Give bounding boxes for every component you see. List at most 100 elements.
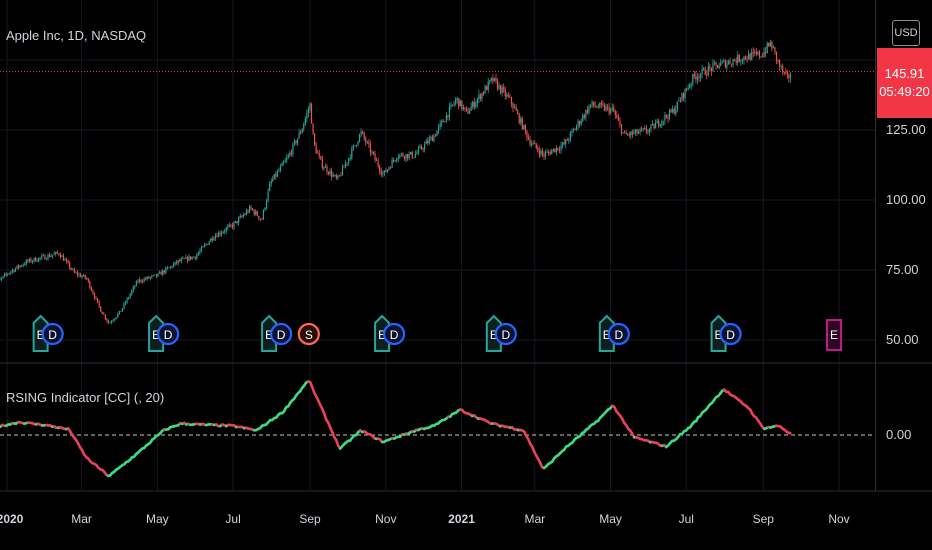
candle xyxy=(64,257,66,261)
candle xyxy=(748,49,750,60)
candle xyxy=(504,86,506,100)
candle xyxy=(39,257,41,261)
candle xyxy=(306,109,308,123)
candle xyxy=(726,60,728,71)
candle xyxy=(735,56,737,66)
candle xyxy=(117,312,119,319)
candle xyxy=(292,142,294,157)
candle xyxy=(114,318,116,322)
candle xyxy=(101,311,103,314)
candle xyxy=(442,119,444,123)
candle xyxy=(296,138,299,146)
candle xyxy=(377,157,379,169)
candle xyxy=(172,262,175,268)
candle xyxy=(596,105,598,108)
candle xyxy=(106,317,108,323)
candle xyxy=(126,297,128,304)
candle xyxy=(230,223,232,228)
candle xyxy=(33,257,35,264)
candle xyxy=(355,144,358,148)
candle xyxy=(414,150,416,158)
indicator-title[interactable]: RSING Indicator [CC] (, 20) xyxy=(6,390,165,405)
currency-button[interactable]: USD xyxy=(892,20,920,46)
candle xyxy=(475,100,477,109)
candle xyxy=(562,141,564,149)
candle xyxy=(765,46,767,58)
candle xyxy=(160,270,162,275)
candle xyxy=(670,108,672,113)
candle xyxy=(180,256,182,264)
candle xyxy=(41,253,43,260)
candle xyxy=(17,263,20,270)
split-marker[interactable]: S xyxy=(297,322,320,346)
candle xyxy=(448,103,451,121)
split-label: S xyxy=(305,328,313,342)
earnings-label: E xyxy=(378,328,386,342)
candle xyxy=(278,167,280,173)
candle xyxy=(420,144,423,151)
candle xyxy=(128,296,130,300)
candle xyxy=(129,292,131,300)
candle xyxy=(321,155,323,170)
candle xyxy=(258,215,260,221)
candle xyxy=(383,170,385,177)
candle xyxy=(284,157,286,163)
candle xyxy=(763,47,765,58)
symbol-title[interactable]: Apple Inc, 1D, NASDAQ xyxy=(6,28,147,43)
time-tick-label: Mar xyxy=(71,512,92,526)
candle xyxy=(72,267,74,271)
time-tick-label: Jul xyxy=(678,512,694,526)
candle xyxy=(70,267,72,271)
candle xyxy=(391,156,393,168)
candle xyxy=(472,100,474,110)
candle xyxy=(484,84,486,94)
candle xyxy=(28,257,31,264)
candle xyxy=(148,275,150,279)
candle xyxy=(131,289,133,296)
candle xyxy=(738,53,740,63)
candle xyxy=(143,277,145,283)
earnings-label: E xyxy=(603,328,611,342)
candle xyxy=(518,112,520,125)
candle xyxy=(447,115,449,121)
candle xyxy=(673,106,675,115)
candle xyxy=(208,240,210,246)
candle xyxy=(329,168,331,177)
candle xyxy=(642,127,644,132)
candle xyxy=(540,148,542,157)
candle xyxy=(501,84,503,97)
candle xyxy=(176,259,178,265)
candle xyxy=(743,56,745,65)
candle xyxy=(526,129,528,142)
price-candles xyxy=(0,39,792,325)
candle xyxy=(574,128,576,131)
candle xyxy=(394,159,396,162)
candle xyxy=(293,138,296,147)
candle xyxy=(276,169,279,178)
candle xyxy=(630,130,632,140)
candle xyxy=(434,133,437,137)
candle xyxy=(523,124,525,130)
future-earnings-marker[interactable]: E xyxy=(826,319,843,351)
candle xyxy=(334,174,336,177)
time-tick-label: 2021 xyxy=(448,512,475,526)
candle xyxy=(248,204,251,214)
dividend-label: D xyxy=(390,328,399,342)
candle xyxy=(625,130,627,135)
candle xyxy=(549,149,551,156)
candle xyxy=(242,212,244,219)
candle xyxy=(464,107,466,112)
candle xyxy=(155,274,158,278)
candle xyxy=(185,254,187,259)
candle xyxy=(83,273,85,277)
last-price-tag: 145.91 05:49:20 xyxy=(877,48,932,118)
